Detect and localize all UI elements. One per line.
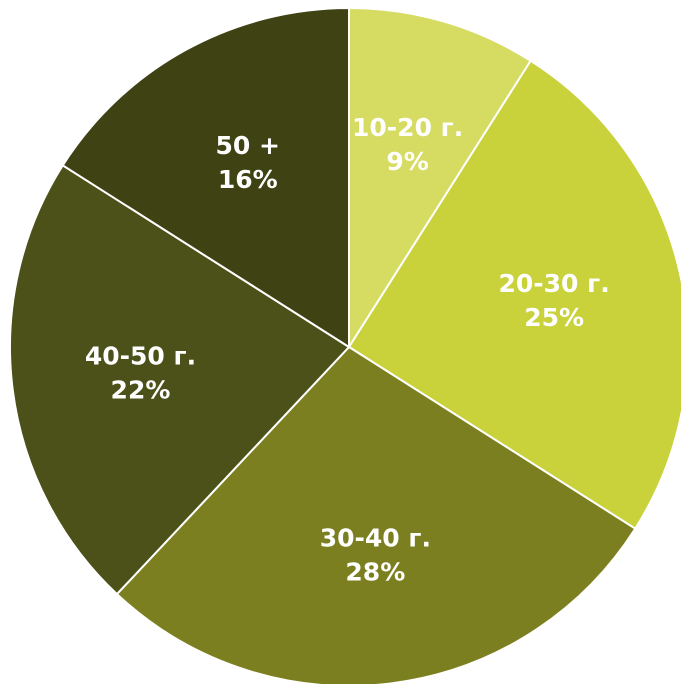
slice-percent-3: 28% [345,558,405,587]
slice-label-5: 50 + [216,131,280,160]
slice-percent-5: 16% [218,165,278,194]
slice-percent-2: 25% [524,303,584,332]
slice-label-4: 40-50 г. [85,341,196,370]
slice-label-3: 30-40 г. [320,524,431,553]
pie-slice-2 [347,59,681,531]
slice-percent-4: 22% [111,375,171,404]
slice-label-1: 10-20 г. [352,113,463,142]
pie-slice-1 [348,6,533,351]
pie-slice-3 [115,345,637,684]
slice-percent-1: 9% [386,147,428,176]
pie-slice-4 [9,163,351,596]
pie-slice-5 [61,6,350,349]
slice-label-2: 20-30 г. [499,269,610,298]
